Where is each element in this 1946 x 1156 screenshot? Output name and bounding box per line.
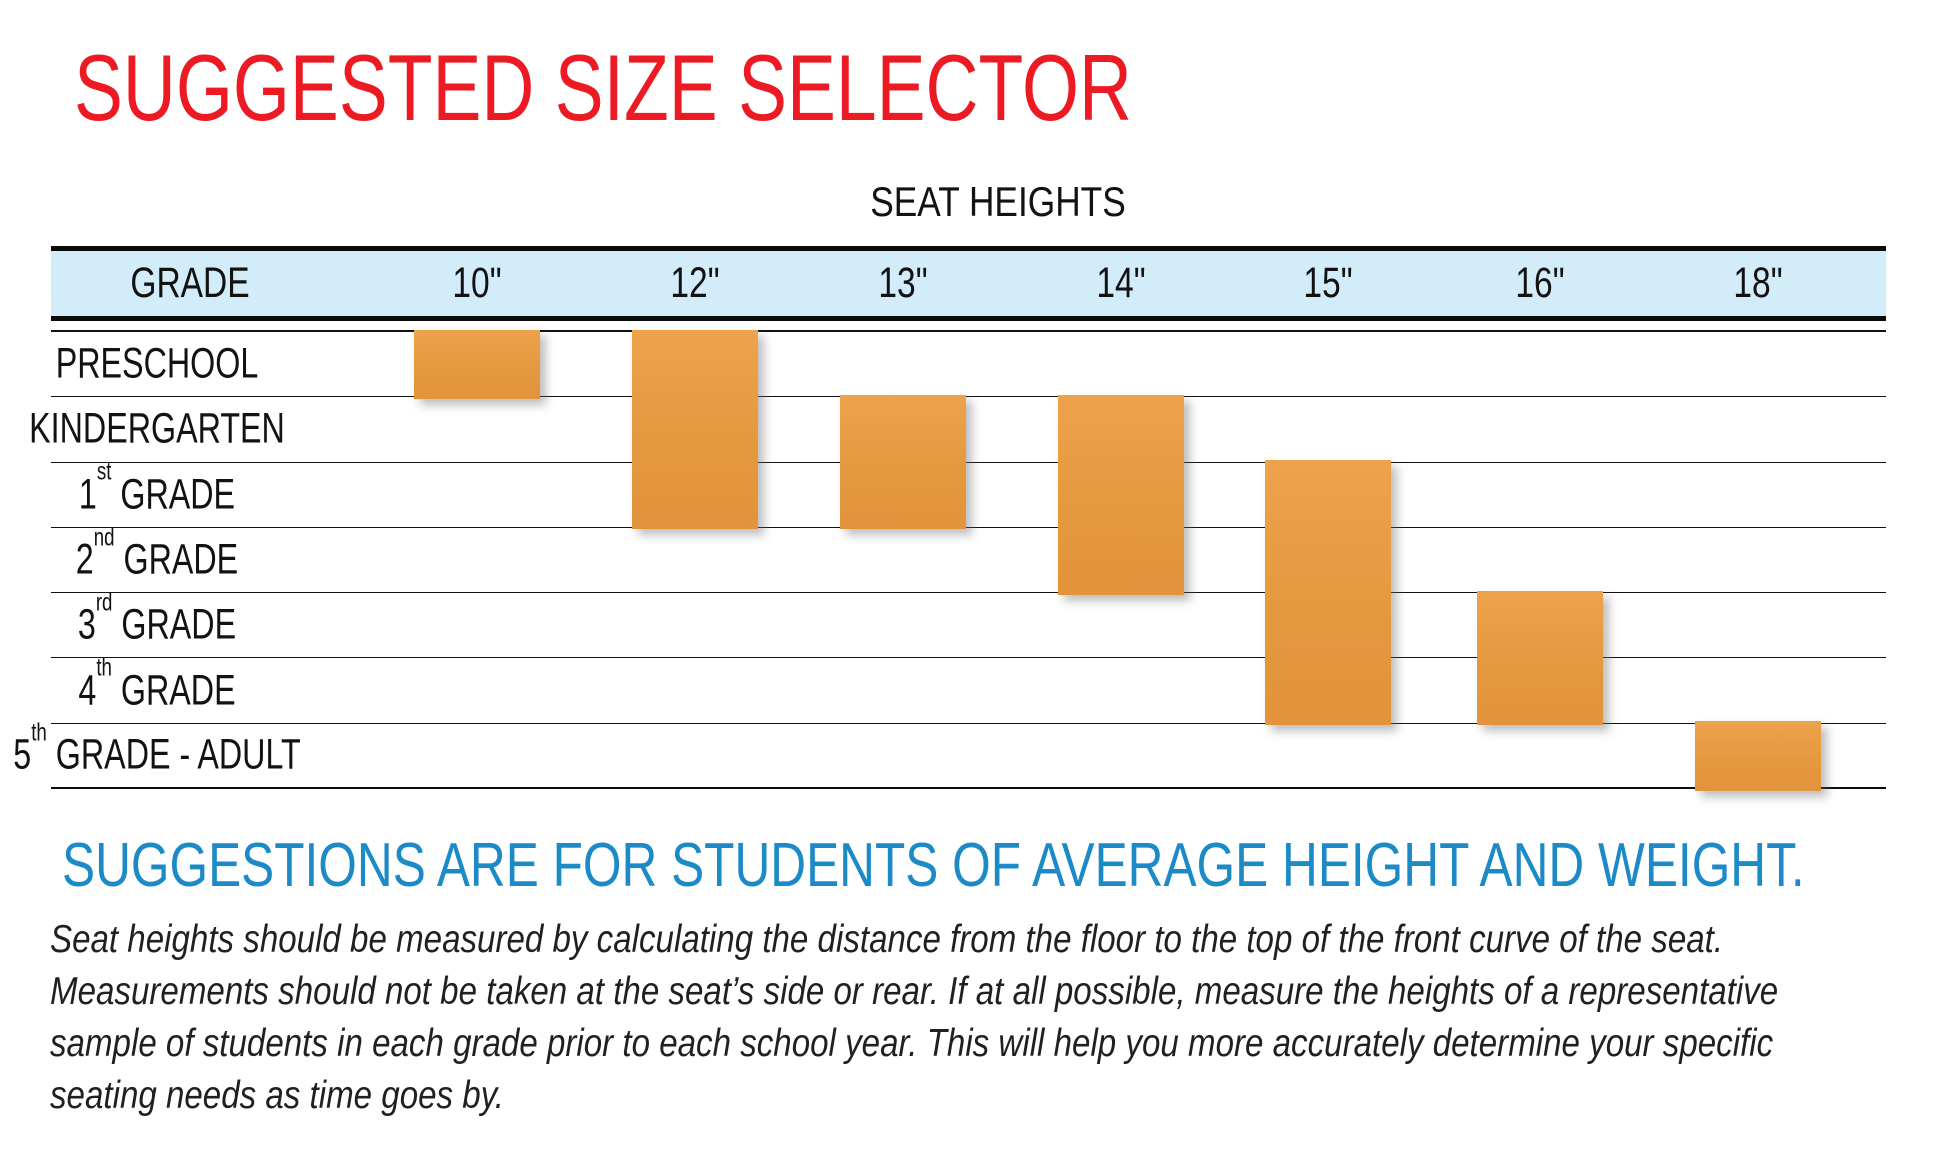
header-13in: 13": [878, 259, 928, 307]
size-selector-table: GRADE 10" 12" 13" 14" 15" 16" 18" PRESCH…: [13, 246, 1886, 791]
header-15in: 15": [1303, 259, 1353, 307]
bar-10in: [414, 329, 540, 399]
footer-body-line: Seat heights should be measured by calcu…: [50, 918, 1724, 961]
row-label: KINDERGARTEN: [29, 404, 285, 453]
table-row-kindergarten: KINDERGARTEN: [29, 397, 1886, 463]
table-caption-seat-heights: SEAT HEIGHTS: [870, 178, 1126, 225]
table-row-2nd-grade: 2nd GRADE: [51, 523, 1886, 594]
footer-body: Seat heights should be measured by calcu…: [50, 914, 1778, 1122]
bar-16in: [1477, 590, 1603, 726]
bar-15in: [1265, 460, 1391, 726]
footer-body-line: seating needs as time goes by.: [50, 1074, 505, 1117]
row-label: PRESCHOOL: [55, 339, 259, 388]
bar-13in: [840, 394, 966, 530]
table-row-5th-grade-adult: 5th GRADE - ADULT: [13, 719, 1886, 790]
row-label: 1st GRADE: [78, 457, 236, 519]
bar-14in: [1058, 394, 1184, 595]
header-10in: 10": [452, 259, 502, 307]
bar-12in: [632, 329, 758, 530]
table-row-4th-grade: 4th GRADE: [51, 653, 1886, 724]
footer-body-line: sample of students in each grade prior t…: [50, 1022, 1774, 1065]
header-14in: 14": [1096, 259, 1146, 307]
table-header-row: GRADE 10" 12" 13" 14" 15" 16" 18": [51, 246, 1886, 321]
header-grade: GRADE: [130, 259, 250, 307]
page-title: SUGGESTED SIZE SELECTOR: [74, 35, 1132, 140]
table-row-3rd-grade: 3rd GRADE: [51, 588, 1886, 659]
table-row-preschool: PRESCHOOL: [51, 332, 1886, 398]
footer-headline: SUGGESTIONS ARE FOR STUDENTS OF AVERAGE …: [62, 831, 1805, 900]
table-rows: PRESCHOOL KINDERGARTEN 1st GRADE 2nd GRA…: [13, 330, 1886, 790]
row-label: 3rd GRADE: [77, 588, 237, 649]
row-label: 5th GRADE - ADULT: [13, 718, 301, 779]
row-label: 2nd GRADE: [75, 523, 239, 584]
header-18in: 18": [1733, 259, 1783, 307]
footer-body-line: Measurements should not be taken at the …: [50, 970, 1779, 1013]
row-label: 4th GRADE: [78, 653, 236, 715]
bar-18in: [1695, 721, 1821, 791]
table-row-1st-grade: 1st GRADE: [51, 457, 1886, 528]
header-16in: 16": [1515, 259, 1565, 307]
header-12in: 12": [670, 259, 720, 307]
